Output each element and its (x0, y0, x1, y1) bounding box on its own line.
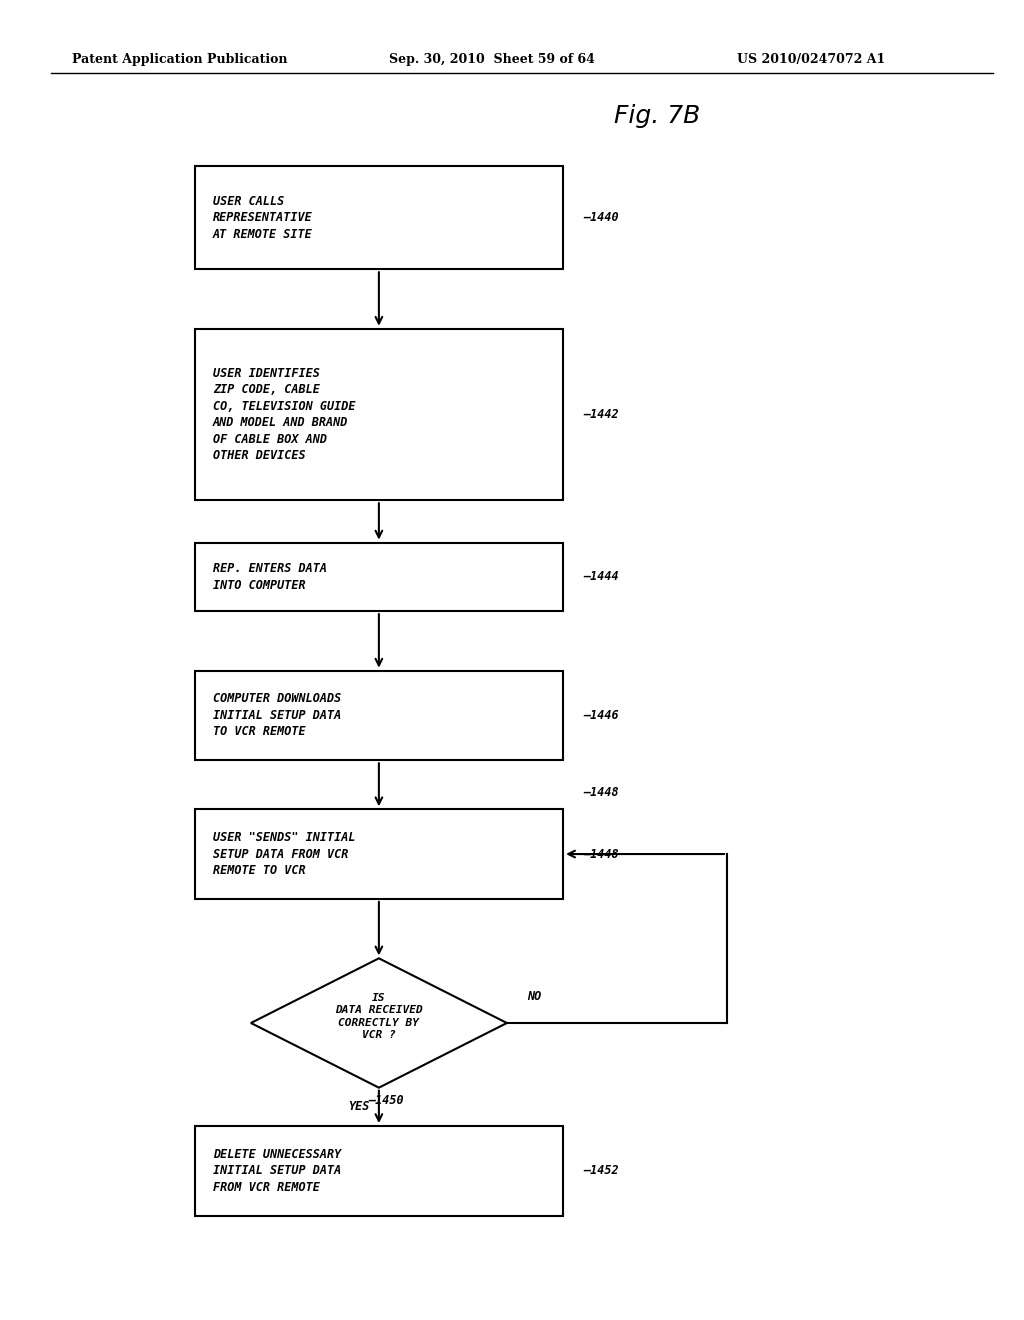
Bar (195, 166, 563, 269)
Text: Sep. 30, 2010  Sheet 59 of 64: Sep. 30, 2010 Sheet 59 of 64 (389, 53, 595, 66)
Text: —1448: —1448 (584, 785, 620, 799)
Text: DELETE UNNECESSARY
INITIAL SETUP DATA
FROM VCR REMOTE: DELETE UNNECESSARY INITIAL SETUP DATA FR… (213, 1148, 341, 1193)
Text: —1450: —1450 (369, 1094, 404, 1107)
Text: YES: YES (348, 1101, 370, 1113)
Bar (195, 671, 563, 760)
Text: —1446: —1446 (584, 709, 620, 722)
Text: US 2010/0247072 A1: US 2010/0247072 A1 (737, 53, 886, 66)
Text: Patent Application Publication: Patent Application Publication (72, 53, 287, 66)
Text: —1444: —1444 (584, 570, 620, 583)
Text: COMPUTER DOWNLOADS
INITIAL SETUP DATA
TO VCR REMOTE: COMPUTER DOWNLOADS INITIAL SETUP DATA TO… (213, 693, 341, 738)
Text: —1440: —1440 (584, 211, 620, 224)
Text: USER CALLS
REPRESENTATIVE
AT REMOTE SITE: USER CALLS REPRESENTATIVE AT REMOTE SITE (213, 195, 312, 240)
Text: NO: NO (527, 990, 542, 1003)
Text: —1442: —1442 (584, 408, 620, 421)
Text: USER "SENDS" INITIAL
SETUP DATA FROM VCR
REMOTE TO VCR: USER "SENDS" INITIAL SETUP DATA FROM VCR… (213, 832, 355, 876)
Bar (195, 543, 563, 611)
Bar (195, 809, 563, 899)
Bar (195, 1126, 563, 1216)
Text: Fig. 7B: Fig. 7B (614, 104, 700, 128)
Text: IS
DATA RECEIVED
CORRECTLY BY
VCR ?: IS DATA RECEIVED CORRECTLY BY VCR ? (335, 993, 423, 1040)
Bar (195, 329, 563, 500)
Text: —1452: —1452 (584, 1164, 620, 1177)
Text: REP. ENTERS DATA
INTO COMPUTER: REP. ENTERS DATA INTO COMPUTER (213, 562, 327, 591)
Polygon shape (251, 958, 507, 1088)
Text: —1448: —1448 (584, 847, 620, 861)
Text: USER IDENTIFIES
ZIP CODE, CABLE
CO, TELEVISION GUIDE
AND MODEL AND BRAND
OF CABL: USER IDENTIFIES ZIP CODE, CABLE CO, TELE… (213, 367, 355, 462)
